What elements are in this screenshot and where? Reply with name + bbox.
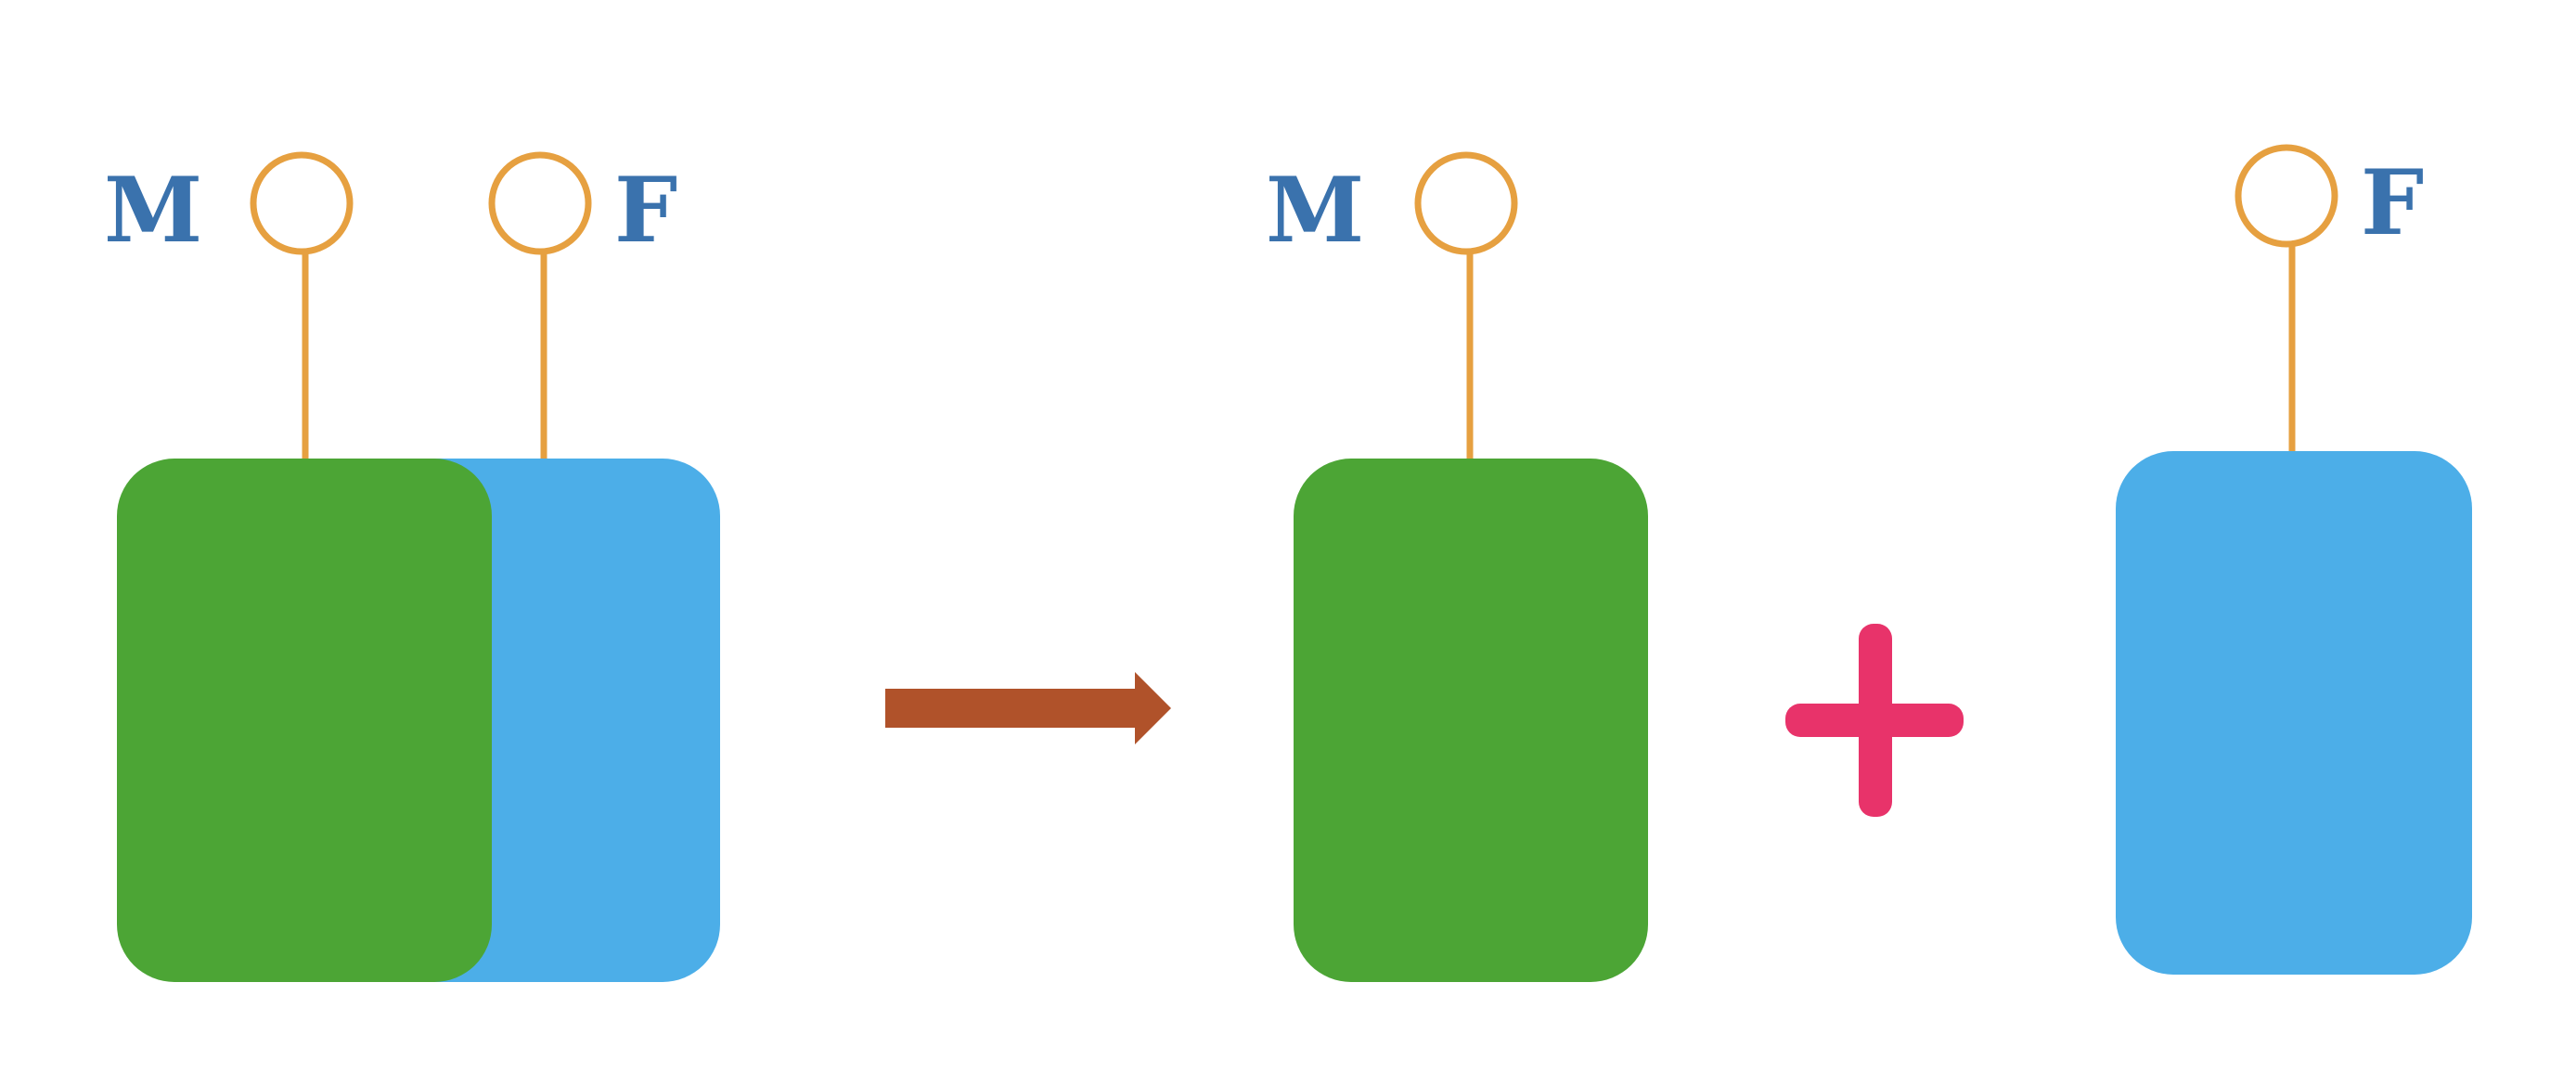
handle-m-middle (1414, 151, 1518, 459)
green-box (1294, 459, 1648, 982)
handle-f-left (488, 151, 592, 459)
blue-box (2116, 451, 2472, 975)
label-m-left: M (104, 158, 202, 263)
plus-icon (1785, 624, 1964, 817)
arrow-right-icon (885, 672, 1171, 744)
handle-f-left-icon (488, 151, 592, 255)
blue-unit: F (2116, 144, 2472, 975)
green-box-front (117, 459, 492, 982)
label-f-right: F (2361, 150, 2424, 255)
handle-f-right-icon (2235, 144, 2338, 248)
handle-f-right (2235, 144, 2338, 451)
label-m-middle: M (1266, 158, 1364, 263)
label-f-left: F (614, 158, 677, 263)
green-unit: M (1266, 151, 1648, 982)
handle-m-left (250, 151, 354, 459)
handle-m-left-icon (250, 151, 354, 255)
combined-group: M F (104, 151, 720, 982)
handle-m-middle-icon (1414, 151, 1518, 255)
